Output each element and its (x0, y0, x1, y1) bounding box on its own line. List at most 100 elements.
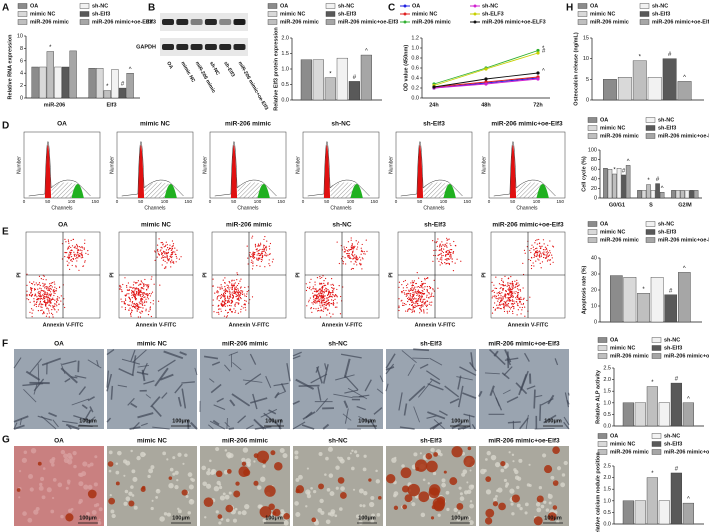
flow-dot (507, 278, 509, 280)
cell (50, 509, 55, 514)
point (536, 48, 540, 53)
cell-streak (106, 349, 115, 356)
x-axis-label: Annexin V-FITC (229, 322, 270, 328)
legend-label: sh-Elf3 (664, 441, 682, 447)
flow-dot (36, 296, 38, 298)
y-tick-label: 100 (588, 147, 597, 153)
flow-dot (332, 303, 334, 305)
flow-dot (52, 282, 54, 284)
flow-dot (76, 247, 78, 249)
flow-dot (137, 290, 140, 292)
flow-dot (417, 297, 420, 300)
cell-streak (502, 389, 511, 395)
flow-dot (71, 245, 74, 247)
flow-dot (139, 311, 141, 313)
flow-dot (446, 239, 448, 241)
flow-dot (244, 286, 246, 289)
flow-dot (499, 304, 502, 306)
flow-dot (269, 253, 271, 255)
flow-dot (76, 260, 78, 262)
flow-dot (38, 295, 40, 297)
point (536, 77, 540, 81)
x-tick-label: 0 (302, 199, 305, 204)
flow-dot (237, 298, 239, 300)
y-tick-label: 1.5 (281, 51, 289, 57)
cell (329, 491, 335, 497)
flow-dot (231, 301, 233, 304)
flow-dot (233, 279, 235, 281)
flow-dot (37, 288, 39, 290)
cell (347, 456, 351, 461)
annotation: * (639, 54, 642, 60)
flow-dot (322, 310, 324, 312)
cell (109, 493, 112, 497)
flow-dot (454, 262, 456, 264)
x-tick-label: Elf3 (106, 102, 116, 108)
flow-dot (50, 312, 53, 314)
flow-dot (234, 287, 236, 289)
flow-dot (234, 282, 236, 284)
cell-streak (137, 364, 149, 368)
flow-dot (150, 315, 152, 318)
flow-dot (427, 276, 429, 279)
cell (330, 509, 336, 515)
flow-dot (126, 289, 128, 291)
flow-dot (315, 299, 317, 301)
cell-streak (96, 360, 99, 367)
cell (172, 472, 176, 476)
y-tick-label: 15 (583, 35, 589, 41)
flow-dot (426, 296, 428, 298)
flow-dot (216, 297, 218, 299)
cell-streak (13, 422, 18, 430)
flow-dot (168, 260, 170, 262)
cell-streak (520, 370, 529, 391)
flow-dot (44, 300, 46, 302)
flow-dot (425, 304, 427, 306)
flow-dot (257, 253, 260, 255)
flow-dot (30, 308, 33, 310)
flow-dot (72, 258, 74, 260)
flow-dot (313, 301, 315, 304)
flow-dot (319, 302, 321, 304)
flow-dot (532, 246, 534, 248)
flow-dot (165, 249, 168, 251)
bar (623, 277, 637, 323)
flow-dot (351, 253, 353, 256)
flow-dot (509, 286, 511, 288)
cell (469, 469, 472, 472)
flow-dot (176, 257, 178, 259)
flow-dot (171, 253, 174, 255)
texture (201, 446, 290, 526)
flow-dot (249, 299, 251, 301)
flow-dot (240, 308, 242, 310)
flow-dot (401, 284, 403, 286)
flow-dot (48, 300, 50, 302)
flow-dot (360, 250, 362, 252)
cell-streak (429, 378, 441, 385)
flow-dot (406, 310, 409, 312)
flow-dot (37, 298, 39, 300)
flow-dot (449, 253, 451, 255)
cell (528, 463, 531, 466)
flow-dot (526, 299, 528, 302)
y-tick-label: 40 (591, 176, 597, 182)
cell (497, 487, 503, 493)
flow-dot (517, 293, 519, 295)
flow-dot (52, 305, 54, 307)
cell (368, 501, 375, 508)
flow-dot (167, 247, 169, 249)
flow-dot (502, 296, 504, 298)
cell (294, 450, 299, 455)
cell (540, 504, 545, 509)
flow-dot (418, 295, 420, 298)
flow-dot (456, 258, 458, 260)
flow-dot (355, 258, 357, 260)
flow-dot (317, 307, 319, 309)
nodule (337, 477, 345, 484)
flow-dot (138, 284, 140, 286)
flow-dot (522, 303, 524, 306)
flow-dot (239, 296, 242, 299)
flow-dot (436, 240, 438, 243)
flow-dot (133, 281, 135, 283)
flow-dot (499, 291, 501, 293)
